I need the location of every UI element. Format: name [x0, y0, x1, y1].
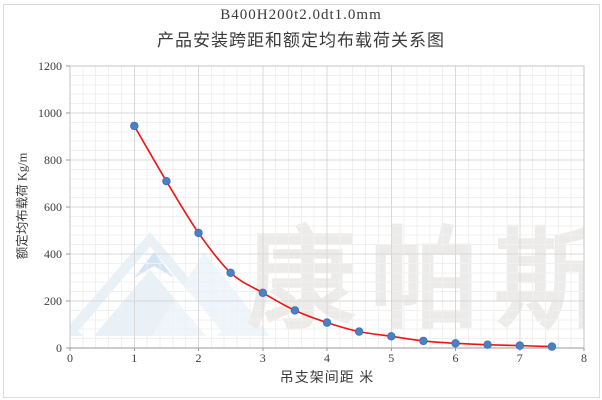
x-tick-label: 6 [452, 351, 459, 365]
data-point [451, 339, 460, 348]
y-tick-label: 1000 [38, 106, 62, 120]
x-axis-title: 吊支架间距 米 [279, 371, 375, 386]
watermark-text: 康帕斯 [246, 220, 602, 342]
y-tick-label: 0 [56, 341, 62, 355]
major-gridlines [70, 66, 584, 348]
data-point [258, 288, 267, 297]
chart-title: B400H200t2.0dt1.0mm [220, 7, 382, 23]
data-point [515, 341, 524, 350]
data-point [387, 332, 396, 341]
y-tick-label: 400 [44, 247, 62, 261]
watermark-logo-accent-icon [134, 252, 174, 278]
data-point [226, 268, 235, 277]
data-point [290, 306, 300, 315]
x-tick-label: 7 [516, 351, 523, 365]
x-tick-label: 0 [67, 351, 73, 365]
data-point [419, 336, 428, 346]
data-point [130, 121, 139, 131]
x-tick-label: 4 [324, 351, 330, 365]
gridlines [70, 66, 584, 348]
plot-border [66, 65, 585, 351]
x-tick-label: 1 [131, 351, 138, 365]
data-point [162, 176, 171, 186]
x-tick-label: 3 [259, 351, 266, 365]
x-tick-label: 8 [581, 351, 587, 365]
data-point [322, 318, 332, 327]
x-tick-label: 5 [388, 351, 395, 365]
data-series [130, 121, 557, 351]
y-tick-label: 200 [44, 294, 62, 308]
chart-subtitle: 产品安装跨距和额定均布载荷关系图 [157, 31, 445, 50]
x-tick-label: 2 [195, 351, 202, 365]
data-point [354, 327, 364, 336]
y-tick-label: 800 [44, 153, 62, 167]
y-tick-label: 600 [44, 200, 62, 214]
data-point [547, 342, 557, 351]
y-tick-label: 1200 [38, 59, 62, 73]
data-point [483, 340, 492, 349]
data-point [194, 228, 203, 238]
